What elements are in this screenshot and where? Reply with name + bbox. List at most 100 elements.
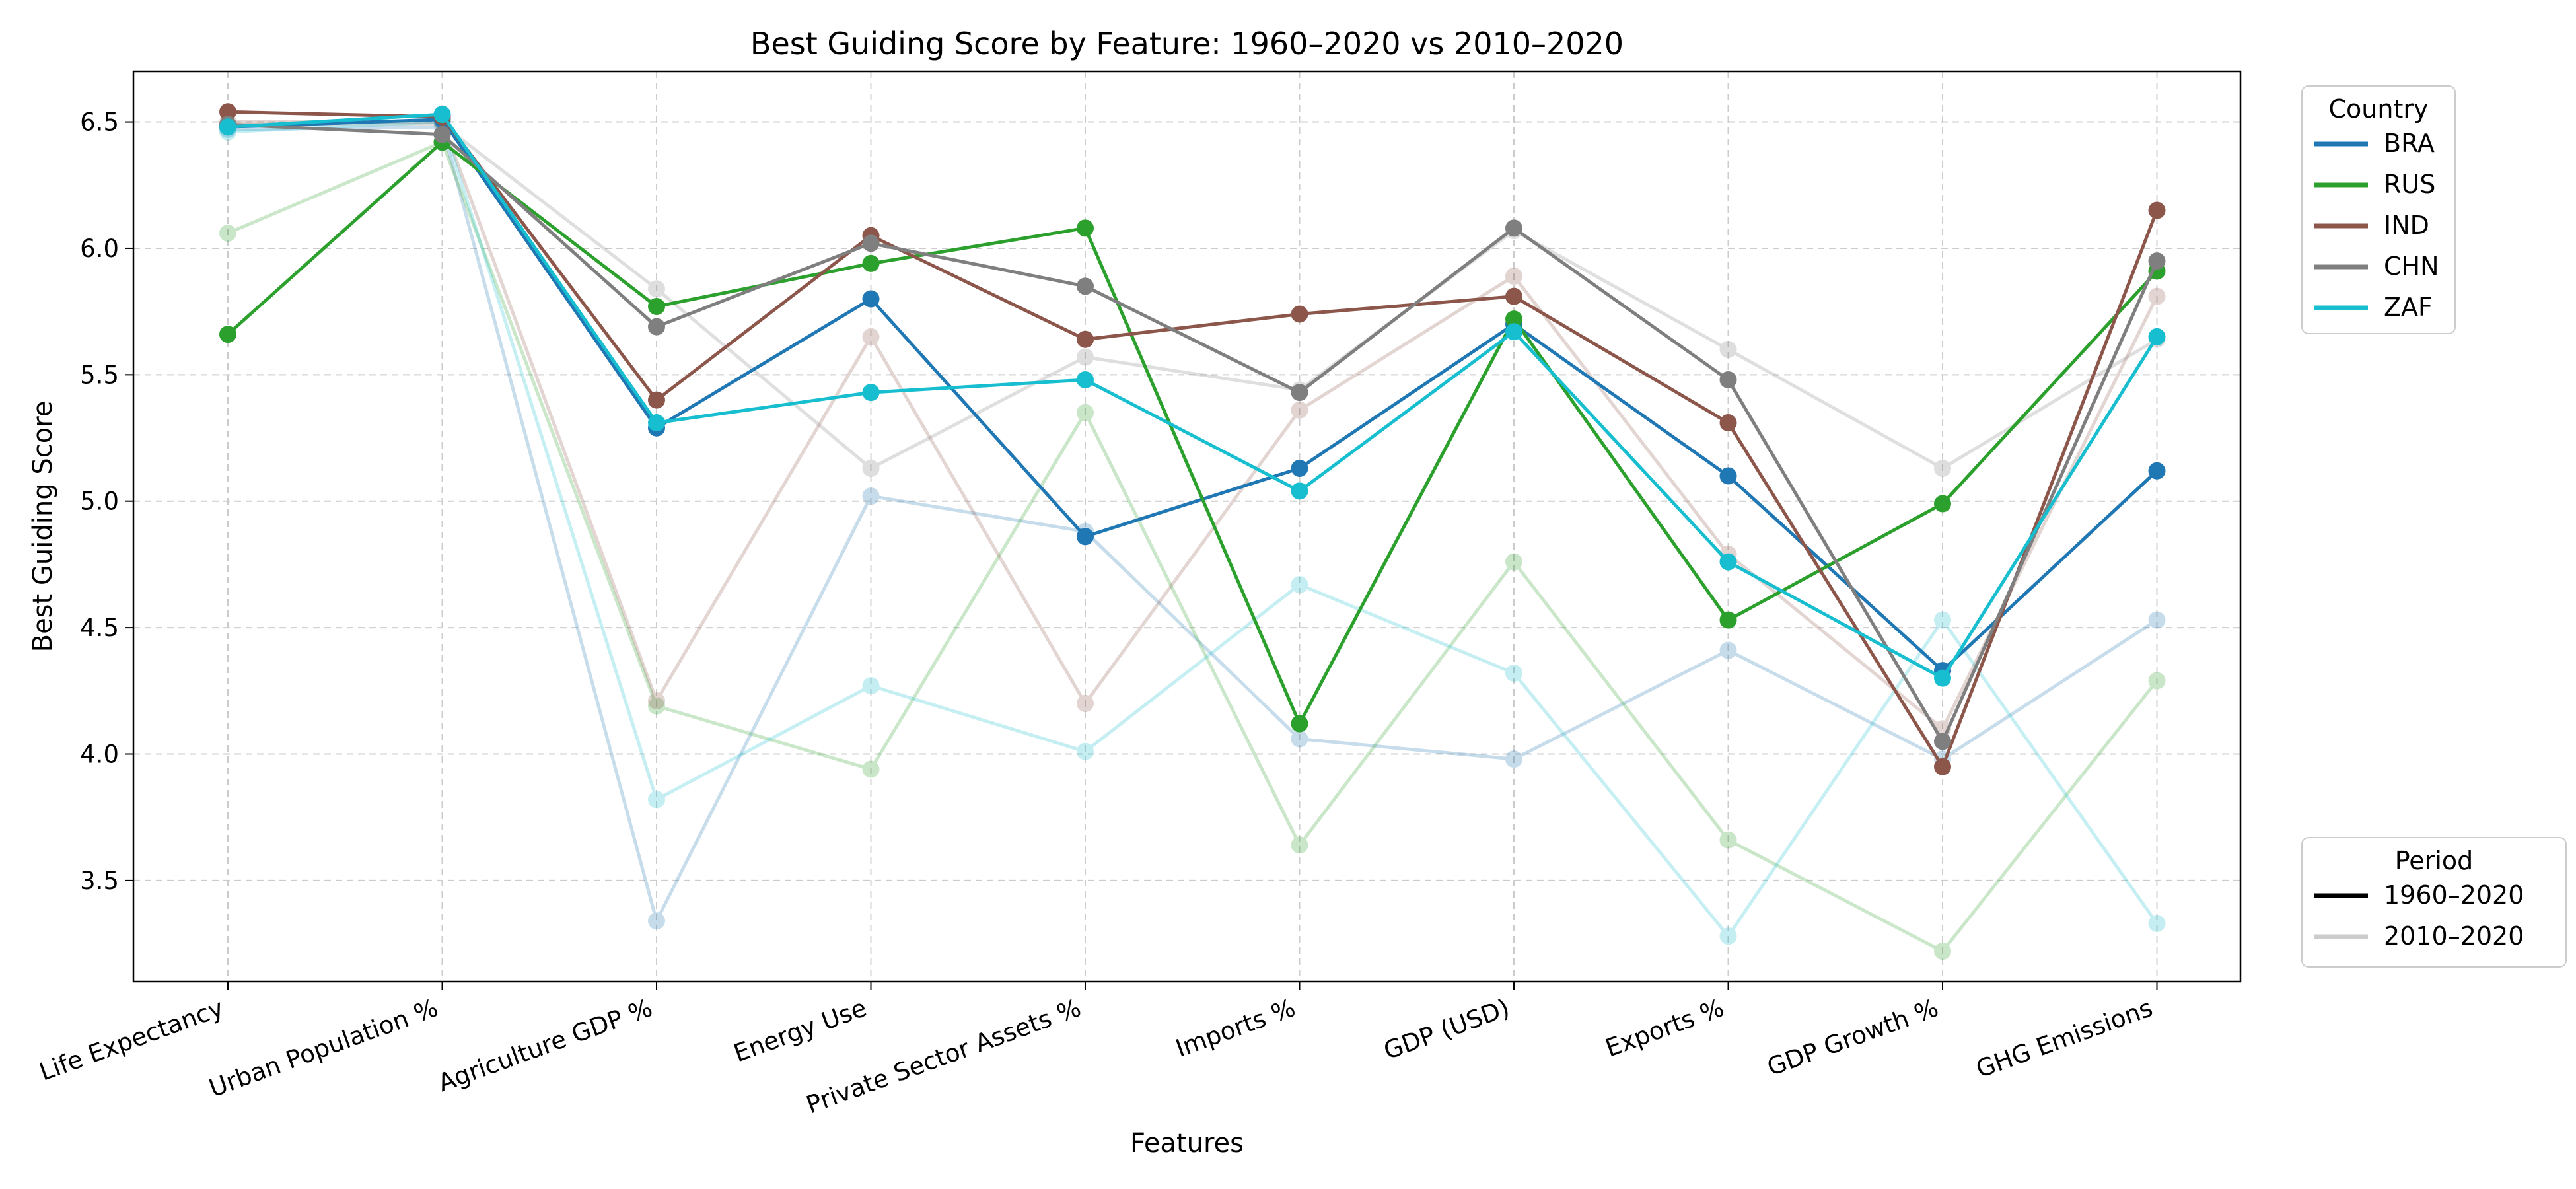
data-point-ind <box>1719 414 1737 432</box>
series-zaf-recent <box>219 113 2166 945</box>
data-point-chn <box>1719 371 1737 388</box>
data-point-chn <box>1077 348 1094 366</box>
x-tick-label: Urban Population % <box>205 993 442 1102</box>
data-point-chn <box>1077 277 1094 295</box>
data-point-bra <box>862 487 880 505</box>
data-point-ind <box>1934 758 1951 775</box>
data-point-rus <box>1077 219 1094 237</box>
y-tick-label: 6.5 <box>80 108 119 137</box>
y-tick-label: 4.0 <box>80 740 119 769</box>
grid-layer <box>133 71 2240 982</box>
data-point-ind <box>1077 330 1094 348</box>
data-point-zaf <box>1077 371 1094 388</box>
data-point-chn <box>1505 219 1522 237</box>
data-point-chn <box>1934 733 1951 750</box>
data-point-rus <box>1505 553 1522 571</box>
legend-title: Country <box>2329 94 2429 124</box>
data-point-chn <box>1291 384 1308 402</box>
data-point-bra <box>1719 467 1737 485</box>
data-point-zaf <box>1719 927 1737 945</box>
x-tick-label: Exports % <box>1602 993 1728 1062</box>
x-tick-label: GDP (USD) <box>1380 993 1513 1065</box>
data-point-zaf <box>648 791 665 809</box>
x-tick-label: Energy Use <box>730 993 870 1067</box>
data-point-ind <box>2148 201 2166 219</box>
data-point-rus <box>1291 715 1308 733</box>
legend-frame <box>2301 85 2456 334</box>
series-bra-recent <box>219 118 2166 930</box>
data-point-rus <box>1934 943 1951 960</box>
y-tick-label: 3.5 <box>80 867 119 895</box>
x-tick-label: Life Expectancy <box>36 993 227 1087</box>
data-point-rus <box>862 760 880 778</box>
series-line-ind <box>227 110 2159 769</box>
series-line-bra <box>227 125 2158 923</box>
y-axis-label: Best Guiding Score <box>28 401 58 653</box>
data-point-bra <box>862 290 880 308</box>
series-line-chn <box>228 122 2158 470</box>
x-axis-label: Features <box>1130 1128 1244 1159</box>
data-point-rus <box>2148 672 2166 690</box>
data-point-ind <box>1505 287 1522 305</box>
series-chn-recent <box>219 116 2166 477</box>
faded-series-layer <box>219 113 2166 960</box>
data-point-ind <box>2148 287 2166 305</box>
data-point-zaf <box>648 414 665 432</box>
data-point-zaf <box>1505 323 1522 341</box>
data-point-zaf <box>1934 669 1951 687</box>
series-line-bra <box>227 118 2159 672</box>
data-point-ind <box>648 692 665 710</box>
data-point-bra <box>1291 459 1308 477</box>
data-point-chn <box>1719 341 1737 359</box>
data-point-rus <box>648 697 665 715</box>
legend-period: Period 1960–2020 2010–2020 <box>2301 837 2567 968</box>
legend-label-ind: IND <box>2384 211 2429 240</box>
data-point-zaf <box>1291 482 1308 500</box>
legend-label-bra: BRA <box>2384 129 2435 158</box>
data-point-bra <box>1291 730 1308 748</box>
data-point-chn <box>648 318 665 336</box>
data-point-ind <box>1505 268 1522 285</box>
data-point-ind <box>862 328 880 345</box>
data-point-chn <box>2148 252 2166 270</box>
data-point-chn <box>433 126 451 143</box>
data-point-zaf <box>1291 576 1308 594</box>
data-point-rus <box>648 297 665 315</box>
data-point-zaf <box>1719 553 1737 571</box>
data-point-bra <box>648 912 665 930</box>
data-point-zaf <box>2148 914 2166 932</box>
legend-country: Country BRA RUS IND CHN ZAF <box>2301 85 2456 334</box>
chart-title: Best Guiding Score by Feature: 1960–2020… <box>750 26 1624 61</box>
data-point-zaf <box>862 677 880 695</box>
series-ind-full <box>219 103 2166 775</box>
data-point-bra <box>1719 641 1737 659</box>
data-point-rus <box>1934 495 1951 513</box>
legend-label-2010-2020: 2010–2020 <box>2384 921 2524 951</box>
data-point-zaf <box>219 118 236 136</box>
data-point-ind <box>1291 401 1308 419</box>
x-tick-label: Imports % <box>1172 993 1299 1063</box>
y-tick-label: 6.0 <box>80 234 119 263</box>
data-point-rus <box>1291 836 1308 854</box>
series-zaf-full <box>219 106 2166 687</box>
plot-frame <box>132 70 2242 983</box>
series-rus-recent <box>219 133 2166 960</box>
data-point-ind <box>1291 305 1308 323</box>
data-point-rus <box>1719 831 1737 849</box>
data-point-chn <box>862 234 880 252</box>
y-tick-label: 5.0 <box>80 487 119 516</box>
main-series-layer <box>219 103 2166 775</box>
y-tick-label: 5.5 <box>80 361 119 389</box>
data-point-zaf <box>1077 742 1094 760</box>
data-point-zaf <box>1934 611 1951 629</box>
data-point-rus <box>219 224 236 242</box>
data-point-bra <box>1505 750 1522 768</box>
series-line-rus <box>227 140 2159 953</box>
data-point-ind <box>648 391 665 409</box>
data-point-bra <box>2148 462 2166 480</box>
data-point-ind <box>1077 694 1094 712</box>
x-tick-label: GDP Growth % <box>1764 993 1942 1081</box>
data-point-zaf <box>433 106 451 124</box>
